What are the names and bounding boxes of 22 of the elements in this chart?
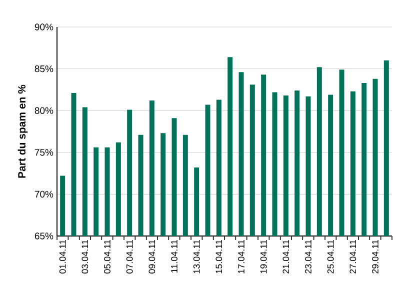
x-tick-label: 15.04.11 bbox=[216, 240, 222, 274]
x-tick-label: 21.04.11 bbox=[282, 240, 290, 274]
x-tick-label: 11.04.11 bbox=[171, 240, 178, 273]
x-tick-label: 17.04.11 bbox=[238, 240, 244, 274]
x-tick-label: 03.04.11 bbox=[82, 240, 88, 274]
x-tick-label: 09.04.11 bbox=[148, 240, 156, 274]
y-tick-label: 65% bbox=[34, 232, 54, 240]
y-axis-title: Part du spam en % bbox=[18, 84, 28, 178]
x-tick-label: 27.04.11 bbox=[350, 240, 356, 274]
x-tick-label: 01.04.11 bbox=[59, 240, 66, 274]
y-tick-label: 75% bbox=[34, 149, 54, 156]
y-tick-label: 85% bbox=[34, 65, 54, 72]
x-tick-label: 07.04.11 bbox=[126, 240, 133, 274]
y-tick-label: 90% bbox=[34, 24, 54, 30]
x-tick-label: 13.04.11 bbox=[193, 240, 200, 274]
y-tick-label: 80% bbox=[34, 107, 54, 114]
x-tick-label: 25.04.11 bbox=[327, 240, 334, 274]
x-tick-label: 19.04.11 bbox=[260, 240, 267, 274]
x-tick-label: 23.04.11 bbox=[305, 240, 312, 274]
x-tick-label: 05.04.11 bbox=[104, 240, 110, 274]
x-tick-label: 29.04.11 bbox=[372, 240, 378, 274]
y-tick-label: 70% bbox=[34, 190, 54, 198]
